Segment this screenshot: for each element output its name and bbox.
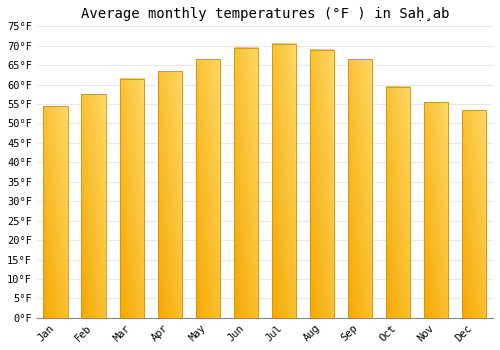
Bar <box>234 48 258 318</box>
Title: Average monthly temperatures (°F ) in Saḩ̣ab: Average monthly temperatures (°F ) in Sa… <box>80 7 449 21</box>
Bar <box>158 71 182 318</box>
Bar <box>44 106 68 318</box>
Bar <box>424 102 448 318</box>
Bar <box>348 59 372 318</box>
Bar <box>82 94 106 318</box>
Bar <box>272 44 296 318</box>
Bar <box>386 86 410 318</box>
Bar <box>310 50 334 318</box>
Bar <box>120 79 144 318</box>
Bar <box>462 110 486 318</box>
Bar <box>196 59 220 318</box>
